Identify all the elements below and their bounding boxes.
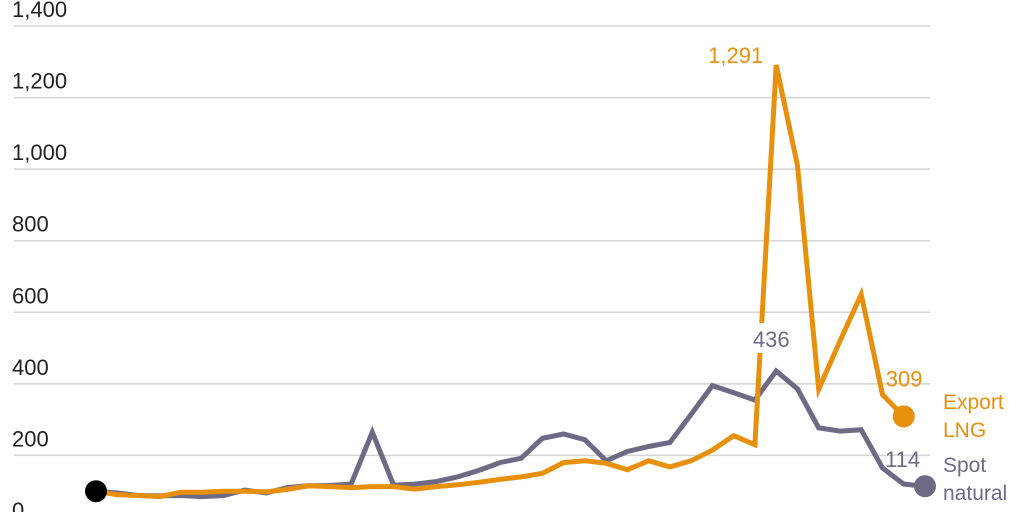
y-tick-label: 1,200: [12, 69, 67, 94]
y-tick-label: 800: [12, 212, 49, 237]
series-line: [95, 64, 906, 500]
y-tick-label: 1,000: [12, 140, 67, 165]
series-lines: [85, 64, 936, 503]
data-label-background: [695, 40, 764, 69]
data-labels: 1,291 309 436 114: [695, 40, 922, 472]
y-tick-label: 600: [12, 283, 49, 308]
series-end-marker: [892, 405, 915, 428]
grid: [14, 25, 930, 457]
series-name-label: LNG: [943, 419, 986, 442]
data-label: 436: [753, 327, 790, 352]
series-name-label: Export: [943, 391, 1004, 414]
series-name-label: Spot: [943, 454, 986, 477]
y-tick-label: 0: [12, 498, 24, 512]
y-axis-ticks: 0 200 400 600 800 1,000 1,200 1,400: [12, 0, 67, 512]
series-name-label: natural: [943, 482, 1007, 505]
series-end-marker: [914, 475, 936, 498]
start-point-marker: [85, 480, 107, 503]
data-label: 309: [886, 366, 923, 391]
y-tick-label: 400: [12, 355, 49, 380]
data-label-background: [745, 322, 798, 353]
data-label: 1,291: [708, 43, 763, 68]
y-tick-label: 1,400: [12, 0, 67, 22]
y-tick-label: 200: [12, 426, 49, 451]
series-legend: Export LNG Spot natural: [943, 391, 1007, 505]
data-label: 114: [885, 447, 920, 472]
